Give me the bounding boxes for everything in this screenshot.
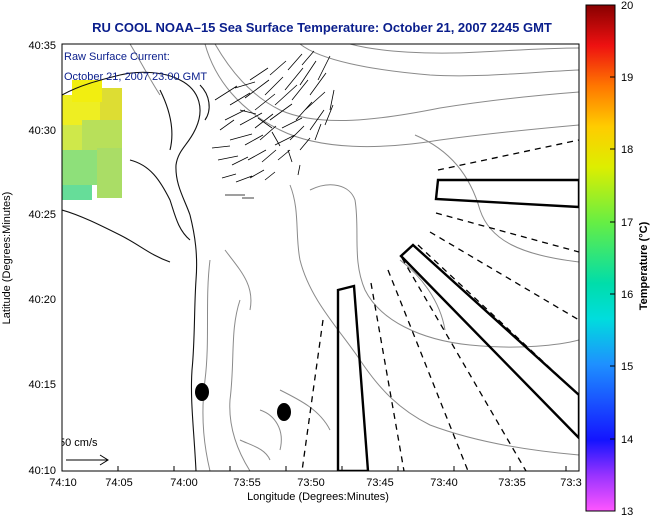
radar-antenna-outlines xyxy=(336,178,579,471)
x-tick-label: 73:50 xyxy=(297,477,325,489)
colorbar-tick-label: 17 xyxy=(621,217,633,229)
current-note-line1: Raw Surface Current: xyxy=(64,51,170,63)
coastline xyxy=(62,71,210,471)
map-title: RU COOL NOAA–15 Sea Surface Temperature:… xyxy=(92,20,552,35)
station-marker-1 xyxy=(195,383,209,401)
y-tick-label: 40:35 xyxy=(28,40,56,52)
scale-vector-arrow xyxy=(66,454,109,466)
colorbar-tick-label: 16 xyxy=(621,289,633,301)
x-tick-label: 73:55 xyxy=(233,477,261,489)
station-marker-2 xyxy=(277,403,291,421)
x-tick-label: 74:05 xyxy=(105,477,133,489)
x-tick-label: 74:10 xyxy=(49,477,77,489)
colorbar-tick-label: 15 xyxy=(621,361,633,373)
colorbar-tick-label: 13 xyxy=(621,506,633,518)
x-tick-labels: 74:10 74:05 74:00 73:55 73:50 73:45 73:4… xyxy=(49,477,581,489)
bathymetry-contours xyxy=(129,44,579,471)
plot-background xyxy=(62,44,579,471)
x-tick-label: 73:35 xyxy=(498,477,526,489)
current-note-line2: October 21, 2007 23:00 GMT xyxy=(64,71,207,83)
y-tick-labels: 40:35 40:30 40:25 40:20 40:15 40:10 xyxy=(28,40,56,477)
scale-vector-label: 50 cm/s xyxy=(59,437,98,449)
radar-beam-lines xyxy=(301,139,579,471)
colorbar-tick-label: 20 xyxy=(621,0,633,12)
colorbar xyxy=(585,4,616,512)
plot-area: Raw Surface Current: October 21, 2007 23… xyxy=(59,44,579,471)
plot-frame xyxy=(61,43,580,472)
x-tick-label: 74:00 xyxy=(170,477,198,489)
y-tick-label: 40:30 xyxy=(28,125,56,137)
x-axis-label: Longitude (Degrees:Minutes) xyxy=(247,491,389,503)
colorbar-tick-label: 19 xyxy=(621,72,633,84)
colorbar-label: Temperature (°C) xyxy=(638,221,650,310)
sst-patch xyxy=(62,80,122,200)
y-tick-label: 40:25 xyxy=(28,209,56,221)
x-tick-label: 73:3 xyxy=(560,477,581,489)
x-tick-label: 73:45 xyxy=(366,477,394,489)
colorbar-tick-label: 18 xyxy=(621,144,633,156)
y-tick-label: 40:15 xyxy=(28,379,56,391)
y-tick-label: 40:10 xyxy=(28,465,56,477)
colorbar-tick-labels: 20 19 18 17 16 15 14 13 xyxy=(621,0,633,518)
colorbar-tick-label: 14 xyxy=(621,434,633,446)
x-tick-label: 73:40 xyxy=(430,477,458,489)
x-tick-marks xyxy=(61,466,567,471)
colorbar-ticks xyxy=(610,4,615,512)
y-tick-label: 40:20 xyxy=(28,294,56,306)
surface-current-vectors xyxy=(211,50,335,199)
y-axis-label: Latitude (Degrees:Minutes) xyxy=(1,192,13,325)
